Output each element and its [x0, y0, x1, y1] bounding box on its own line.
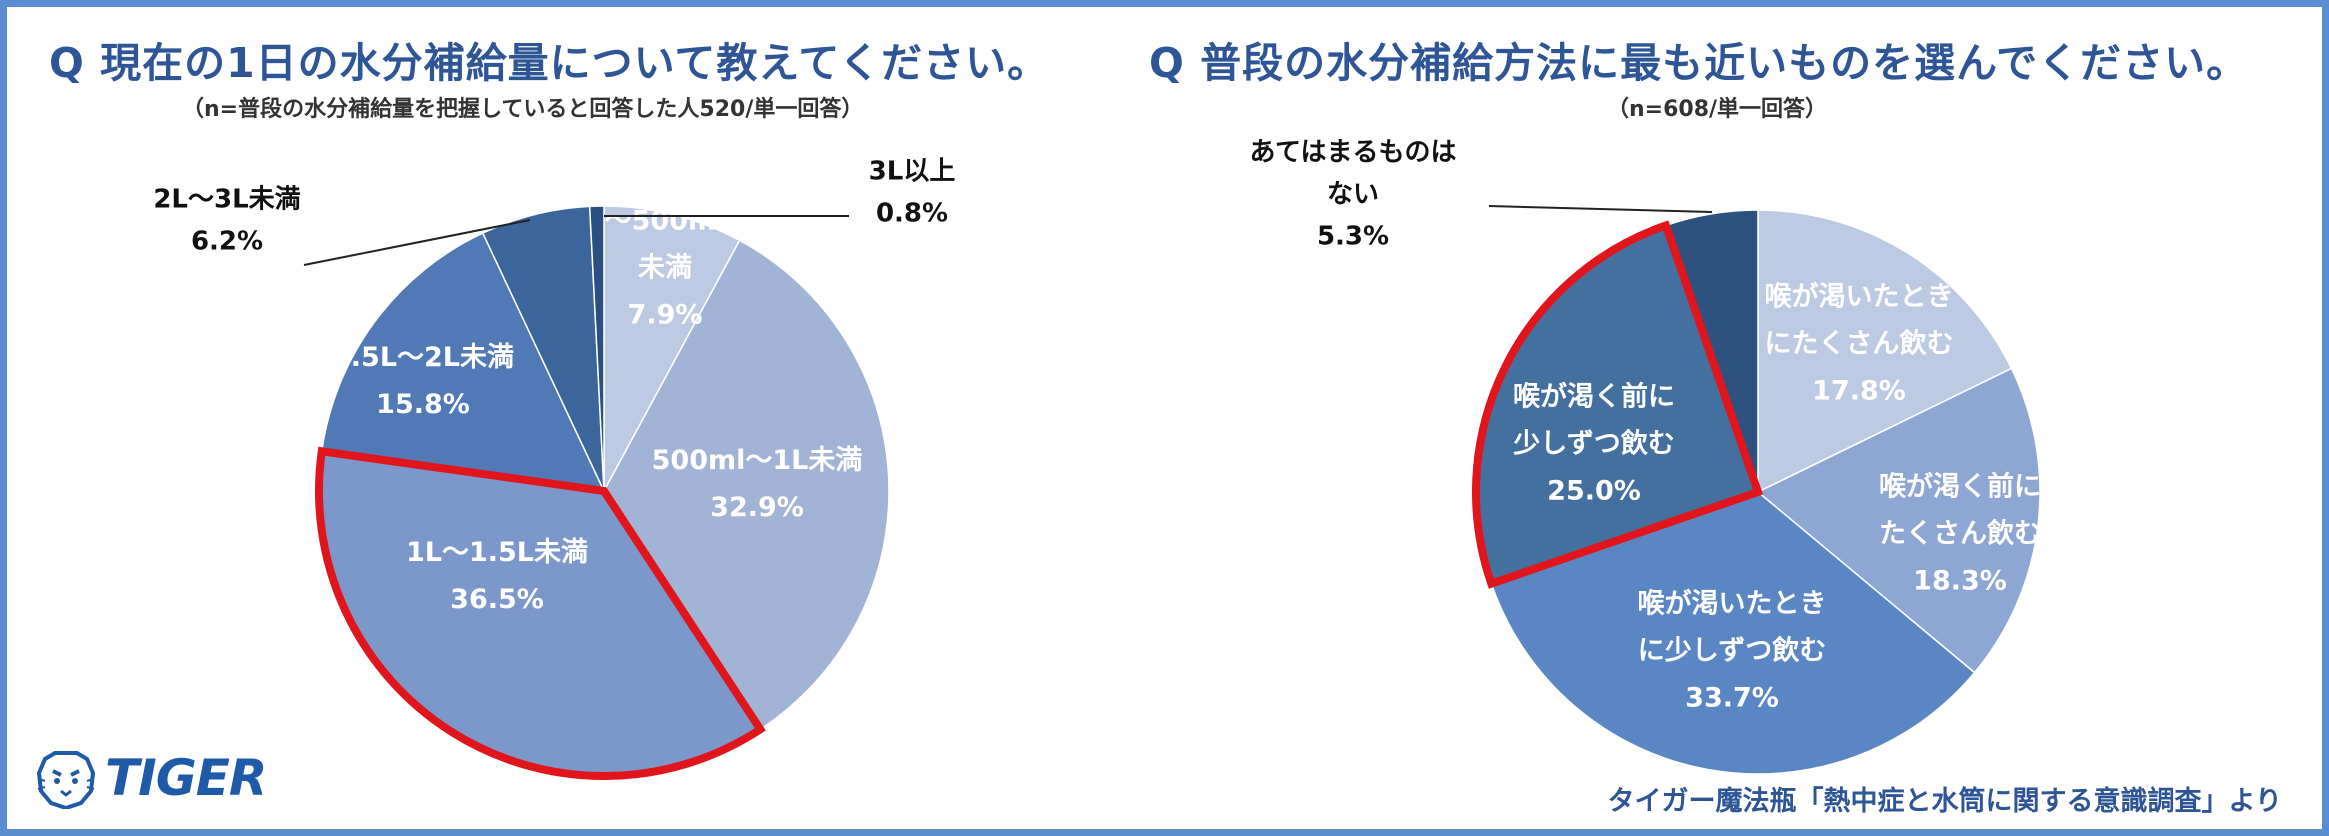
leader-line	[1488, 205, 1713, 213]
tiger-logo: TIGER	[35, 749, 285, 811]
slice-value: 17.8%	[1812, 376, 1906, 407]
leader-line	[303, 219, 531, 266]
slice-label: あてはまるものはない 5.3%	[1250, 138, 1457, 252]
slice-category: 未満	[638, 253, 692, 284]
slice-value: 36.5%	[450, 584, 544, 615]
slice-category: 喉が渇いたとき	[1765, 281, 1954, 313]
slice-label: 1L～1.5L未満 36.5%	[406, 537, 588, 615]
pie-chart-daily-intake: ～500ml 未満 7.9% 500ml～1L未満 32.9% 1L～1.5L未満 36.5…	[153, 157, 956, 781]
slice-category: に少しずつ飲む	[1638, 635, 1826, 667]
slice-category: 1L～1.5L未満	[406, 537, 588, 568]
slice-value: 25.0%	[1547, 476, 1641, 507]
highlighted-slice-outline	[315, 446, 766, 781]
slice-value: 18.3%	[1913, 566, 2007, 597]
slice-category: 2L～3L未満	[153, 185, 300, 215]
slice-category: 1.5L～2L未満	[332, 342, 514, 373]
slice-category: ～500ml	[605, 206, 726, 237]
tiger-head-icon	[36, 751, 96, 809]
slice-value: 0.8%	[876, 199, 948, 229]
highlighted-slice-outline	[1472, 220, 1764, 589]
pie-charts-canvas: ～500ml 未満 7.9% 500ml～1L未満 32.9% 1L～1.5L未満 36.5…	[153, 138, 2041, 781]
slice-value: 7.9%	[628, 300, 703, 331]
slice-label: 2L～3L未満 6.2%	[153, 185, 300, 257]
chart2-title: Q 普段の水分補給方法に最も近いものを選んでください。	[1149, 39, 2249, 87]
pie-chart-hydration-method: 喉が渇いたときにたくさん飲む 17.8%喉が渇く前にたくさん飲む 18.3%喉が渇い…	[1250, 138, 2041, 775]
slice-category: あてはまるものは	[1250, 138, 1457, 168]
slice-category: 3L以上	[869, 157, 956, 187]
slice-label: 1.5L～2L未満 15.8%	[332, 342, 514, 420]
slice-label: ～500ml 未満 7.9%	[605, 206, 726, 331]
slice-label: 喉が渇いたときにたくさん飲む 17.8%	[1765, 281, 1954, 407]
slice-label: 喉が渇いたときに少しずつ飲む 33.7%	[1638, 588, 1827, 714]
slice-category: 500ml～1L未満	[652, 445, 863, 476]
pie-slice	[320, 232, 606, 492]
pie-slice	[1757, 209, 2013, 494]
slice-value: 15.8%	[376, 389, 470, 420]
slice-category: 喉が渇く前に	[1879, 471, 2041, 503]
slice-category: たくさん飲む	[1879, 518, 2041, 550]
slice-value: 33.7%	[1685, 683, 1779, 714]
slice-category: 喉が渇く前に	[1513, 381, 1675, 413]
slice-value: 6.2%	[191, 227, 263, 257]
pie-slice	[1490, 491, 1976, 775]
slice-category: にたくさん飲む	[1765, 328, 1954, 360]
slice-label: 3L以上 0.8%	[869, 157, 956, 229]
chart1-title: Q 現在の1日の水分補給量について教えてください。	[49, 39, 1050, 87]
slice-value: 32.9%	[710, 492, 804, 523]
pie-slice	[603, 205, 741, 492]
slice-value: 5.3%	[1317, 222, 1389, 252]
slice-label: 喉が渇く前に少しずつ飲む 25.0%	[1513, 381, 1675, 507]
pie-slice	[588, 205, 605, 492]
chart2-subtitle: （n=608/単一回答）	[1607, 97, 1828, 122]
chart1-subtitle: （n=普段の水分補給量を把握していると回答した人520/単一回答）	[182, 97, 864, 122]
slice-label: 喉が渇く前にたくさん飲む 18.3%	[1879, 471, 2041, 597]
source-citation: タイガー魔法瓶「熱中症と水筒に関する意識調査」より	[1607, 786, 2282, 817]
slice-category: ない	[1327, 180, 1379, 210]
logo-wordmark: TIGER	[105, 749, 267, 807]
pie-slice	[603, 239, 890, 731]
slice-category: 喉が渇いたとき	[1638, 588, 1827, 620]
slice-label: 500ml～1L未満 32.9%	[652, 445, 863, 523]
slice-category: 少しずつ飲む	[1513, 428, 1674, 460]
pie-slice	[1756, 367, 2041, 674]
